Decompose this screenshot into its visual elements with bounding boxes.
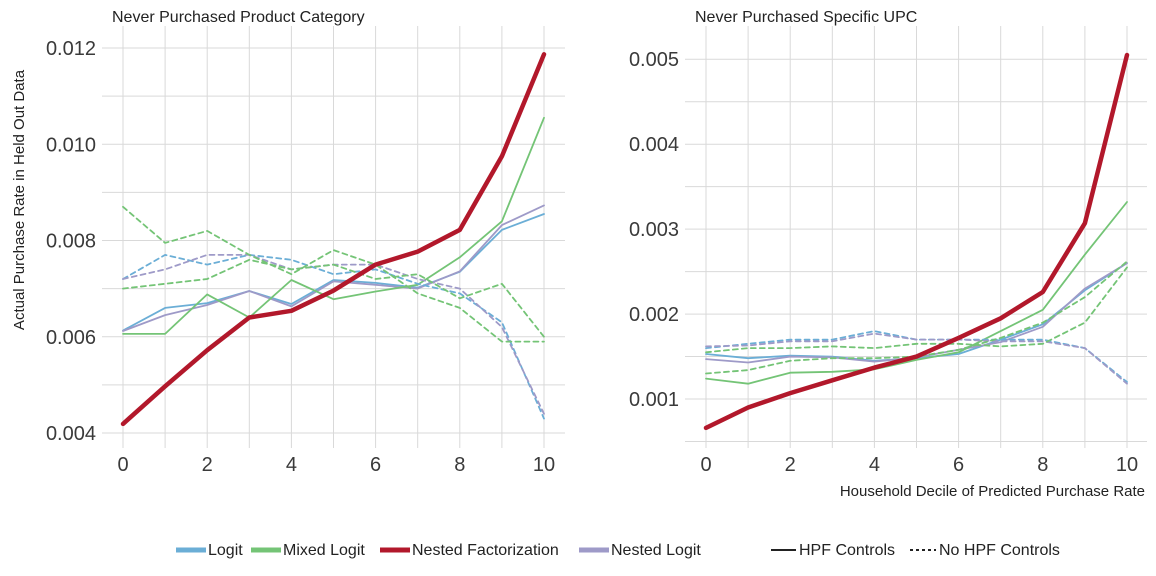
- legend-label-hpf-controls: HPF Controls: [799, 542, 895, 559]
- y-tick-label: 0.008: [46, 231, 96, 253]
- series-line-mixed-logit-no-hpf: [122, 205, 545, 343]
- legend-label-nested-factorization: Nested Factorization: [412, 542, 559, 559]
- legend-label-no-hpf-controls: No HPF Controls: [939, 542, 1060, 559]
- x-tick-label: 8: [1037, 454, 1048, 476]
- y-tick-label: 0.006: [46, 327, 96, 349]
- x-tick-label: 4: [869, 454, 880, 476]
- series-line-nested-logit-no-hpf: [705, 332, 1128, 385]
- x-tick-label: 10: [533, 454, 555, 476]
- series-line-mixed-logit-no-hpf: [705, 266, 1128, 354]
- y-tick-label: 0.012: [46, 38, 96, 60]
- legend: Logit Mixed Logit Nested Factorization Nest…: [176, 542, 1060, 559]
- series-line-mixed-logit-hpf: [705, 201, 1128, 385]
- x-tick-label: 8: [454, 454, 465, 476]
- y-tick-label: 0.003: [629, 219, 679, 241]
- x-tick-label: 4: [286, 454, 297, 476]
- y-tick-label: 0.004: [629, 134, 679, 156]
- x-tick-label: 0: [700, 454, 711, 476]
- series-line-logit-no-hpf: [122, 253, 545, 420]
- panel-never-purchased-category: 0.004 0.006 0.008 0.010 0.012 0 2 4 6 8 10 Never Pu…: [11, 9, 565, 476]
- series-line-nested-factorization-hpf: [703, 52, 1130, 431]
- y-tick-label: 0.005: [629, 49, 679, 71]
- x-tick-label: 10: [1116, 454, 1138, 476]
- y-tick-label: 0.001: [629, 389, 679, 411]
- legend-label-nested-logit: Nested Logit: [611, 542, 701, 559]
- y-tick-label: 0.010: [46, 134, 96, 156]
- x-tick-label: 0: [117, 454, 128, 476]
- x-tick-label: 2: [785, 454, 796, 476]
- x-tick-label: 6: [953, 454, 964, 476]
- y-tick-label: 0.002: [629, 304, 679, 326]
- y-axis-title: Actual Purchase Rate in Held Out Data: [11, 69, 28, 330]
- panel-title: Never Purchased Product Category: [112, 9, 365, 26]
- x-tick-label: 6: [370, 454, 381, 476]
- y-tick-label: 0.004: [46, 423, 96, 445]
- legend-label-logit: Logit: [208, 542, 243, 559]
- series-line-mixed-logit-hpf: [122, 116, 545, 335]
- x-axis-title: Household Decile of Predicted Purchase R…: [840, 483, 1145, 500]
- series-line-nested-factorization-hpf: [120, 52, 547, 427]
- x-tick-label: 2: [202, 454, 213, 476]
- series-line-mixed-logit-no-hpf: [122, 258, 545, 338]
- panel-title: Never Purchased Specific UPC: [695, 9, 917, 26]
- legend-label-mixed-logit: Mixed Logit: [283, 542, 365, 559]
- panel-never-purchased-upc: 0.001 0.002 0.003 0.004 0.005 0 2 4 6 8 10 Never Pu…: [629, 9, 1147, 500]
- series-line-logit-hpf: [122, 213, 545, 332]
